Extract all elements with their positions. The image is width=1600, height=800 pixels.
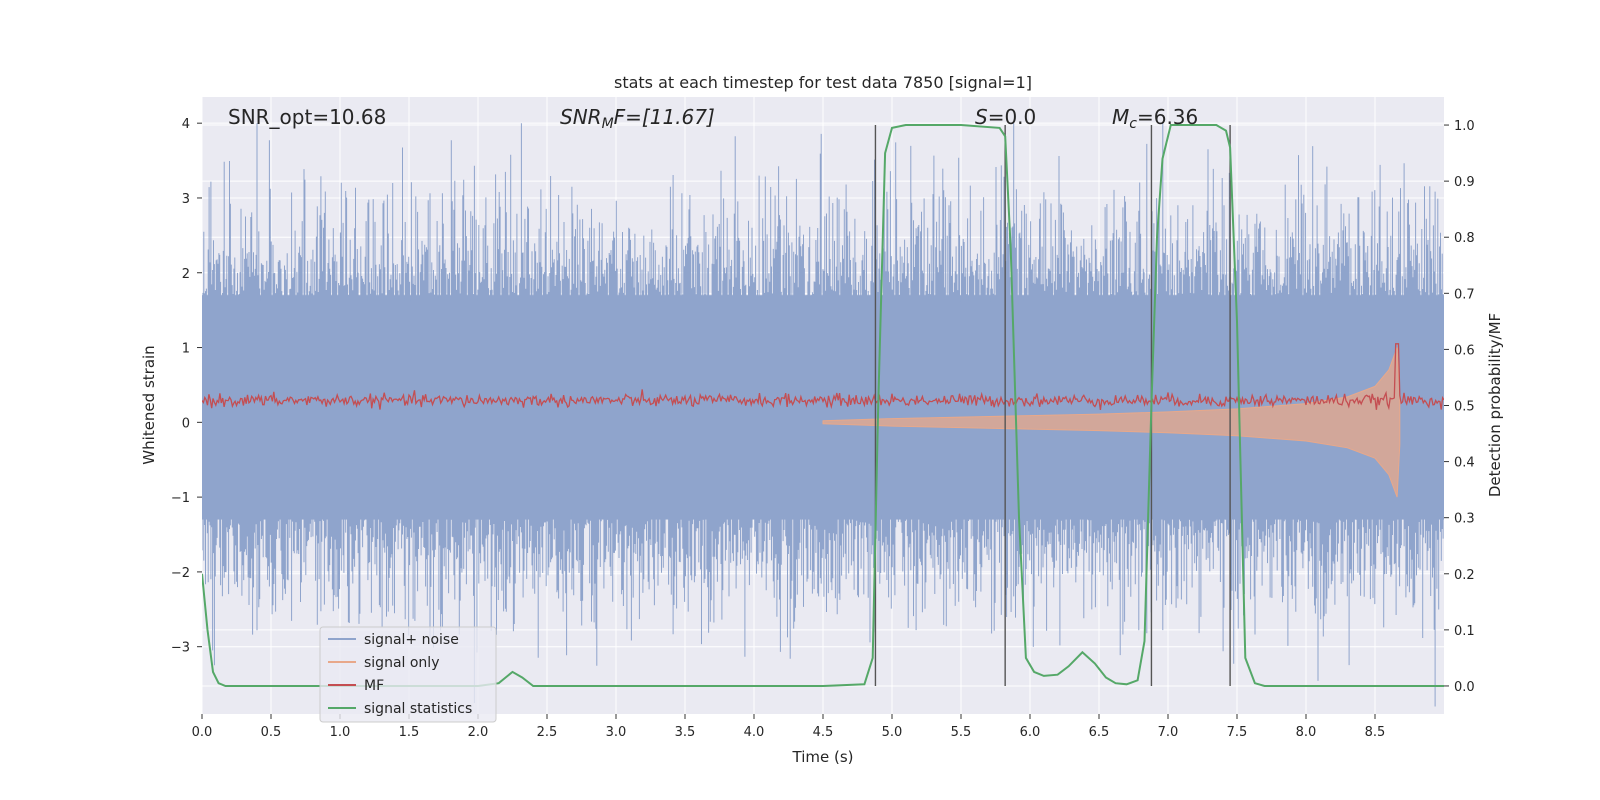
- x-tick-label-7: 3.5: [675, 725, 696, 740]
- x-axis-label: Time (s): [792, 748, 854, 766]
- annotation-s: S=0.0: [975, 105, 1036, 129]
- y-right-tick-label-3: 0.7: [1454, 287, 1475, 302]
- x-tick-label-14: 7.0: [1158, 725, 1179, 740]
- y-right-tick-label-8: 0.2: [1454, 568, 1475, 583]
- signal-only-series: [822, 347, 1401, 498]
- x-tick-label-17: 8.5: [1365, 725, 1386, 740]
- legend-label-signal-statistics: signal statistics: [364, 701, 472, 717]
- y-right-tick-label-7: 0.3: [1454, 512, 1475, 527]
- y-right-tick-label-0: 1.0: [1454, 119, 1475, 134]
- legend-box: [319, 626, 497, 723]
- annotation-mc: Mc=6.36: [1112, 105, 1198, 132]
- x-tick-label-15: 7.5: [1227, 725, 1248, 740]
- y-left-tick-label-5: −1: [171, 491, 190, 506]
- x-tick-label-8: 4.0: [744, 725, 765, 740]
- x-tick-label-6: 3.0: [606, 725, 627, 740]
- x-tick-label-12: 6.0: [1020, 725, 1041, 740]
- y-right-tick-label-4: 0.6: [1454, 343, 1475, 358]
- y-right-tick-label-2: 0.8: [1454, 231, 1475, 246]
- y-left-tick-label-6: −2: [171, 566, 190, 581]
- signal-only-envelope: [822, 347, 1401, 498]
- x-tick-label-4: 2.0: [468, 725, 489, 740]
- y-right-axis-ticks: 1.0 0.9 0.8 0.7 0.6 0.5 0.4 0.3 0.2 0.1 0.0: [1444, 119, 1475, 695]
- x-tick-label-13: 6.5: [1089, 725, 1110, 740]
- x-tick-label-5: 2.5: [537, 725, 558, 740]
- y-left-tick-label-1: 3: [182, 192, 190, 207]
- x-tick-label-16: 8.0: [1296, 725, 1317, 740]
- y-right-tick-label-5: 0.5: [1454, 400, 1475, 415]
- legend-label-signal-noise: signal+ noise: [364, 632, 459, 648]
- y-left-axis-label: Whitened strain: [140, 345, 158, 464]
- x-tick-label-10: 5.0: [882, 725, 903, 740]
- y-right-axis-label: Detection probability/MF: [1486, 313, 1504, 497]
- y-left-tick-label-2: 2: [182, 267, 190, 282]
- y-left-tick-label-7: −3: [171, 641, 190, 656]
- y-right-tick-label-6: 0.4: [1454, 456, 1475, 471]
- legend: signal+ noise signal only MF signal stat…: [319, 626, 497, 723]
- x-tick-label-9: 4.5: [813, 725, 834, 740]
- y-left-tick-label-4: 0: [182, 416, 190, 431]
- x-axis-ticks: 0.0 0.5 1.0 1.5 2.0 2.5 3.0 3.5 4.0 4.5 5.0 5.5 6.0 6…: [192, 714, 1386, 740]
- mf-series: [202, 343, 1444, 411]
- y-right-tick-label-9: 0.1: [1454, 624, 1475, 639]
- y-right-tick-label-1: 0.9: [1454, 175, 1475, 190]
- legend-label-signal-only: signal only: [364, 655, 439, 671]
- y-left-tick-label-3: 1: [182, 342, 190, 357]
- y-left-tick-label-0: 4: [182, 117, 190, 132]
- x-tick-label-1: 0.5: [261, 725, 282, 740]
- chart-title: stats at each timestep for test data 785…: [614, 73, 1032, 92]
- y-left-axis-ticks: 4 3 2 1 0 −1 −2 −3: [171, 117, 202, 656]
- x-tick-label-3: 1.5: [399, 725, 420, 740]
- mf-trace: [202, 343, 1444, 411]
- x-tick-label-11: 5.5: [951, 725, 972, 740]
- legend-label-mf: MF: [364, 678, 384, 694]
- annotation-snr-opt: SNR_opt=10.68: [228, 105, 386, 129]
- y-right-tick-label-10: 0.0: [1454, 680, 1475, 695]
- annotation-snr-mf: SNRMF=[11.67]: [560, 105, 715, 132]
- x-tick-label-2: 1.0: [330, 725, 351, 740]
- x-tick-label-0: 0.0: [192, 725, 213, 740]
